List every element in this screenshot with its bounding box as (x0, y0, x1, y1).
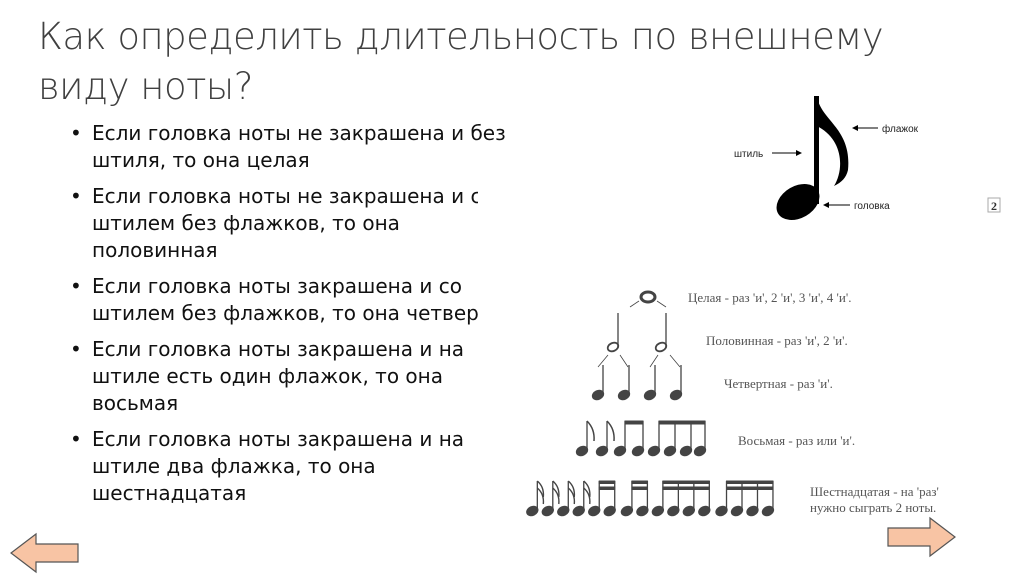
bullet-whole: Если головка ноты не закрашена и без шти… (70, 120, 530, 174)
flag-pointer-arrow (852, 125, 878, 131)
sixteenth-flag-icon (552, 480, 560, 498)
eighth-beam-icon (658, 420, 706, 425)
eighth-beam-icon (624, 420, 644, 425)
sixteenth-flag-icon (567, 480, 576, 498)
bullet-list: Если головка ноты не закрашена и без шти… (70, 120, 530, 516)
bullet-quarter: Если головка ноты закрашена и со штилем … (70, 273, 530, 327)
page-badge: 2 (991, 199, 997, 213)
note-durations-diagram: Целая - раз 'и', 2 'и', 3 'и', 4 'и'. По… (526, 290, 939, 517)
duration-notes (526, 290, 775, 517)
head-label: головка (854, 201, 890, 212)
sixteenth-beam-icon (662, 480, 710, 484)
bullet-half: Если головка ноты не закрашена и с штиле… (70, 183, 530, 264)
prev-slide-button[interactable] (8, 532, 80, 574)
right-arrow-icon (887, 516, 956, 558)
eighth-note-label: Восьмая - раз или 'и'. (738, 433, 855, 448)
eighth-flag-icon (586, 420, 595, 442)
stem-pointer-arrow (772, 150, 802, 156)
eighth-note-icon (776, 96, 849, 221)
whole-note-label: Целая - раз 'и', 2 'и', 3 'и', 4 'и'. (688, 290, 851, 305)
slide-title: Как определить длительность по внешнему … (38, 15, 884, 108)
sixteenth-note-label-1: Шестнадцатая - на 'раз' (810, 484, 939, 499)
whole-note-icon (639, 290, 657, 304)
sixteenth-flag-icon (536, 480, 545, 498)
quarter-note-label: Четвертная - раз 'и'. (724, 376, 833, 391)
stem-label: штиль (734, 149, 763, 160)
sixteenth-flag-icon (583, 480, 591, 498)
sixteenth-beam-icon (726, 480, 774, 484)
bullet-eighth: Если головка ноты закрашена и на штиле е… (70, 336, 530, 417)
next-slide-button[interactable] (886, 516, 958, 558)
page-badge-box (987, 197, 1001, 213)
sixteenth-note-label-2: нужно сыграть 2 ноты. (810, 500, 936, 515)
sixteenth-beam-icon (598, 480, 616, 484)
flag-label: флажок (882, 123, 919, 135)
bullet-sixteenth: Если головка ноты закрашена и на штиле д… (70, 426, 530, 507)
image-background (478, 186, 538, 556)
note-anatomy-diagram: флажок штиль головка 2 (734, 96, 1001, 221)
left-arrow-icon (10, 532, 79, 574)
eighth-flag-icon (606, 420, 615, 442)
head-pointer-arrow (823, 202, 850, 208)
sixteenth-beam-icon (631, 480, 648, 484)
half-note-label: Половинная - раз 'и', 2 'и'. (706, 333, 848, 348)
